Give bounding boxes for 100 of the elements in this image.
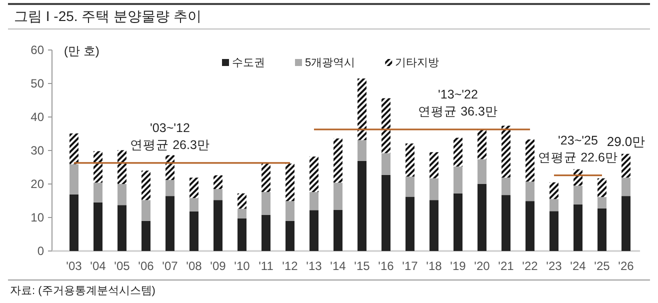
x-tick-label: '08 xyxy=(186,259,202,273)
bar xyxy=(550,199,558,212)
bar xyxy=(406,176,414,197)
bar xyxy=(310,210,318,251)
legend-label: 기타지방 xyxy=(395,57,440,69)
bar xyxy=(118,184,126,206)
bar xyxy=(502,195,510,251)
bar xyxy=(262,214,270,251)
bar xyxy=(238,208,246,219)
bar xyxy=(310,156,318,192)
x-tick-label: '10 xyxy=(234,259,250,273)
x-tick-label: '14 xyxy=(330,259,346,273)
bar xyxy=(118,150,126,184)
bar xyxy=(430,200,438,251)
bar xyxy=(454,138,462,167)
bar xyxy=(190,211,198,251)
bar xyxy=(214,189,222,200)
bar xyxy=(310,192,318,210)
y-tick-label: 50 xyxy=(30,76,44,90)
x-tick-label: '18 xyxy=(426,259,442,273)
bar xyxy=(214,200,222,251)
bar xyxy=(358,78,366,140)
bar xyxy=(598,197,606,208)
annotation: '03~'12 연평균 26.3만 xyxy=(130,120,210,152)
x-tick-label: '20 xyxy=(474,259,490,273)
x-tick-label: '23 xyxy=(546,259,562,273)
bar xyxy=(142,220,150,251)
annotation: '13~'22 연평균 36.3만 xyxy=(418,87,498,118)
bar xyxy=(550,211,558,251)
bar xyxy=(142,170,150,200)
x-tick-label: '15 xyxy=(354,259,370,273)
x-tick-label: '21 xyxy=(498,259,514,273)
bar xyxy=(382,174,390,251)
bar xyxy=(70,133,78,164)
bar xyxy=(118,205,126,251)
x-tick-label: '05 xyxy=(114,259,130,273)
bar xyxy=(190,178,198,198)
bar xyxy=(334,138,342,183)
bar xyxy=(262,164,270,192)
x-tick-label: '11 xyxy=(258,259,274,273)
bar xyxy=(94,202,102,251)
legend-label: 5개광역시 xyxy=(305,57,356,69)
x-tick-label: '22 xyxy=(522,259,538,273)
bar xyxy=(574,186,582,204)
x-tick-label: '07 xyxy=(162,259,178,273)
y-tick-label: 20 xyxy=(30,177,44,191)
bar xyxy=(166,196,174,251)
bar xyxy=(94,151,102,183)
bar xyxy=(502,126,510,178)
bar xyxy=(214,175,222,190)
bar xyxy=(574,204,582,251)
x-tick-label: '24 xyxy=(570,259,586,273)
bar xyxy=(358,140,366,161)
bar xyxy=(358,160,366,251)
x-tick-label: '12 xyxy=(282,259,298,273)
text: 자료: (주거용통계분석시스템) xyxy=(10,285,156,297)
y-tick-label: 40 xyxy=(30,110,44,124)
y-tick-label: 60 xyxy=(30,43,44,57)
bar xyxy=(430,178,438,200)
bar xyxy=(262,192,270,215)
bar xyxy=(406,143,414,177)
bar xyxy=(70,194,78,251)
bar xyxy=(478,159,486,184)
bar xyxy=(622,178,630,196)
bar xyxy=(286,201,294,221)
bar xyxy=(142,200,150,221)
bar xyxy=(190,198,198,212)
bar xyxy=(166,180,174,196)
bar xyxy=(70,164,78,194)
bar xyxy=(334,210,342,251)
bar xyxy=(454,166,462,194)
x-tick-label: '26 xyxy=(618,259,634,273)
bar xyxy=(166,155,174,180)
bar xyxy=(526,139,534,182)
x-tick-label: '04 xyxy=(90,259,106,273)
bar xyxy=(526,201,534,251)
x-tick-label: '19 xyxy=(450,259,466,273)
x-tick-label: '06 xyxy=(138,259,154,273)
bar xyxy=(286,164,294,202)
bar xyxy=(286,220,294,251)
bar xyxy=(454,193,462,251)
bar xyxy=(478,129,486,160)
x-tick-label: '03 xyxy=(66,259,82,273)
bar xyxy=(622,196,630,251)
y-axis-title: (만 호) xyxy=(64,44,100,58)
y-tick-label: 0 xyxy=(37,244,44,258)
bar xyxy=(598,178,606,198)
x-tick-label: '17 xyxy=(402,259,418,273)
y-tick-label: 10 xyxy=(30,210,44,224)
x-tick-label: '13 xyxy=(306,259,322,273)
bar xyxy=(622,154,630,178)
x-tick-label: '16 xyxy=(378,259,394,273)
total-label: 29.0만 xyxy=(606,134,646,149)
bar xyxy=(238,218,246,251)
bar xyxy=(382,153,390,175)
bar xyxy=(502,178,510,196)
bar xyxy=(238,193,246,209)
bar xyxy=(550,182,558,200)
bar xyxy=(334,182,342,210)
x-tick-label: '25 xyxy=(594,259,610,273)
